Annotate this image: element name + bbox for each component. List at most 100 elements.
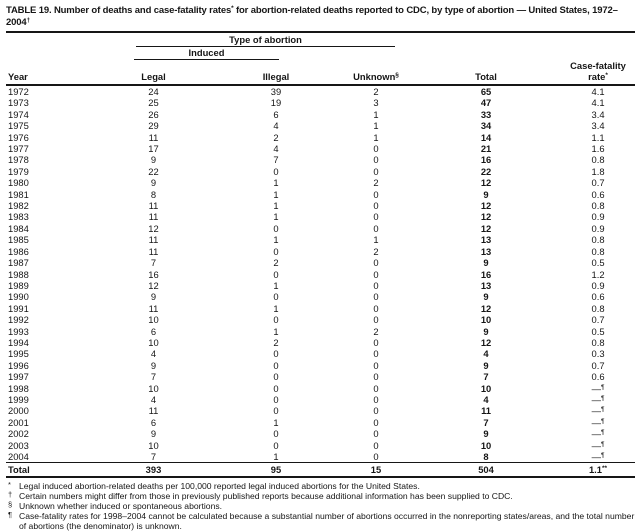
unknown-cell: 0 [373,165,379,177]
case-fatality-cell: 1.6 [591,143,605,155]
table-row: 1973 25 19 3 47 4.1 [6,97,635,108]
total-cell: 13 [480,279,492,291]
table-row: 1980 9 1 2 12 0.7 [6,177,635,188]
illegal-cell: 1 [273,302,279,314]
table-row: 1975 29 4 1 34 3.4 [6,120,635,131]
legal-cell: 8 [150,188,157,200]
spacer-cell [341,47,635,60]
legal-cell: 4 [150,393,157,405]
total-cell: 9 [483,428,489,440]
footnote-marker: ** [602,464,608,472]
legal-cell: 6 [150,325,157,337]
year-cell: 1996 [8,359,29,371]
table-row: 2002 9 0 0 9 —¶ [6,428,635,439]
table-row: 1988 16 0 0 16 1.2 [6,269,635,280]
total-cell: 10 [480,382,492,394]
table-row: 1995 4 0 0 4 0.3 [6,348,635,359]
year-cell: 1972 [8,86,29,97]
table-row: 1981 8 1 0 9 0.6 [6,189,635,200]
table-body: 1972 24 39 2 65 4.1 1973 25 19 3 47 4.1 1974 26 6 1 33 3.… [6,85,636,478]
illegal-cell: 7 [273,154,279,166]
footnote-marker: * [8,479,11,489]
legal-cell: 7 [150,451,157,462]
year-cell: 1974 [8,108,29,120]
table-row: 1990 9 0 0 9 0.6 [6,291,635,302]
unknown-cell: 0 [373,359,379,371]
col-header-unknown-text: Unknown [353,71,396,82]
unknown-cell: 3 [373,97,379,109]
table-row: 1997 7 0 0 7 0.6 [6,371,635,382]
unknown-cell: 0 [373,314,379,326]
unknown-cell: 0 [373,302,379,314]
illegal-cell: 4 [273,143,279,155]
table-row: 1983 11 1 0 12 0.9 [6,211,635,222]
unknown-cell: 1 [373,234,379,246]
illegal-cell: 1 [273,188,279,200]
footnote: * Legal induced abortion-related deaths p… [6,479,635,491]
year-cell: 1994 [8,336,29,348]
total-cell: 14 [480,131,492,143]
unknown-cell: 1 [373,108,379,120]
case-fatality-cell: 0.8 [591,234,605,246]
footnotes: * Legal induced abortion-related deaths p… [6,478,635,531]
legal-cell: 11 [148,200,159,212]
case-fatality-cell: 0.8 [591,336,605,348]
total-cell: 4 [483,348,489,360]
table-row: 1974 26 6 1 33 3.4 [6,109,635,120]
case-fatality-cell: 4.1 [591,97,605,109]
year-cell: 1987 [8,257,29,269]
illegal-cell: 0 [273,405,279,417]
case-fatality-cell: 4.1 [591,86,605,97]
case-fatality-cell: 0.9 [591,279,605,291]
illegal-cell: 0 [273,348,279,360]
table-row: 1982 11 1 0 12 0.8 [6,200,635,211]
case-fatality-cell: —¶ [591,405,605,417]
illegal-cell: 6 [273,108,279,120]
illegal-cell: 2 [273,336,279,348]
type-of-abortion-cell: Type of abortion [96,34,411,47]
case-fatality-cell: 0.6 [591,371,605,383]
total-illegal-cell: 95 [211,462,341,478]
spanner-row-type-of-abortion: Type of abortion [6,34,635,47]
footnote-text: Certain numbers might differ from those … [19,490,513,501]
footnote-marker: ¶ [600,429,605,437]
total-cell: 12 [480,222,492,234]
case-fatality-cell: 0.9 [591,222,605,234]
legal-cell: 9 [150,291,157,303]
col-header-case-fatality-rate: Case-fatality rate* [561,60,636,86]
illegal-cell: 1 [273,279,279,291]
footnote-marker: † [8,489,13,499]
year-cell: 1998 [8,382,29,394]
case-fatality-cell: —¶ [591,428,605,440]
unknown-cell: 0 [373,371,379,383]
year-cell: 1988 [8,268,29,280]
case-fatality-cell: —¶ [591,416,605,428]
year-cell: 1993 [8,325,29,337]
total-cell: 47 [480,97,492,109]
illegal-cell: 0 [273,165,279,177]
total-cell: 8 [483,451,489,462]
footnote-marker-asterisk: * [605,72,608,79]
case-fatality-cell: 0.5 [591,325,605,337]
unknown-cell: 0 [373,211,379,223]
case-fatality-cell: —¶ [591,439,605,451]
footnote-marker: ¶ [600,394,605,402]
legal-cell: 22 [148,165,159,177]
table-row: 1979 22 0 0 22 1.8 [6,166,635,177]
total-case-fatality-cell: 1.1** [561,462,636,478]
table-row: 1977 17 4 0 21 1.6 [6,143,635,154]
legal-cell: 11 [148,211,159,223]
legal-cell: 4 [150,348,157,360]
illegal-cell: 1 [273,325,279,337]
legal-cell: 11 [148,302,159,314]
total-cell: 16 [480,268,492,280]
induced-spanner: Induced [134,47,279,60]
case-fatality-cell: 3.4 [591,108,605,120]
total-cell: 7 [483,416,489,428]
year-cell: 1979 [8,165,29,177]
unknown-cell: 0 [373,154,379,166]
footnote-marker: § [8,499,13,509]
case-fatality-cell: 0.7 [591,359,605,371]
total-cell: 12 [480,302,492,314]
table-row: 2003 10 0 0 10 —¶ [6,440,635,451]
